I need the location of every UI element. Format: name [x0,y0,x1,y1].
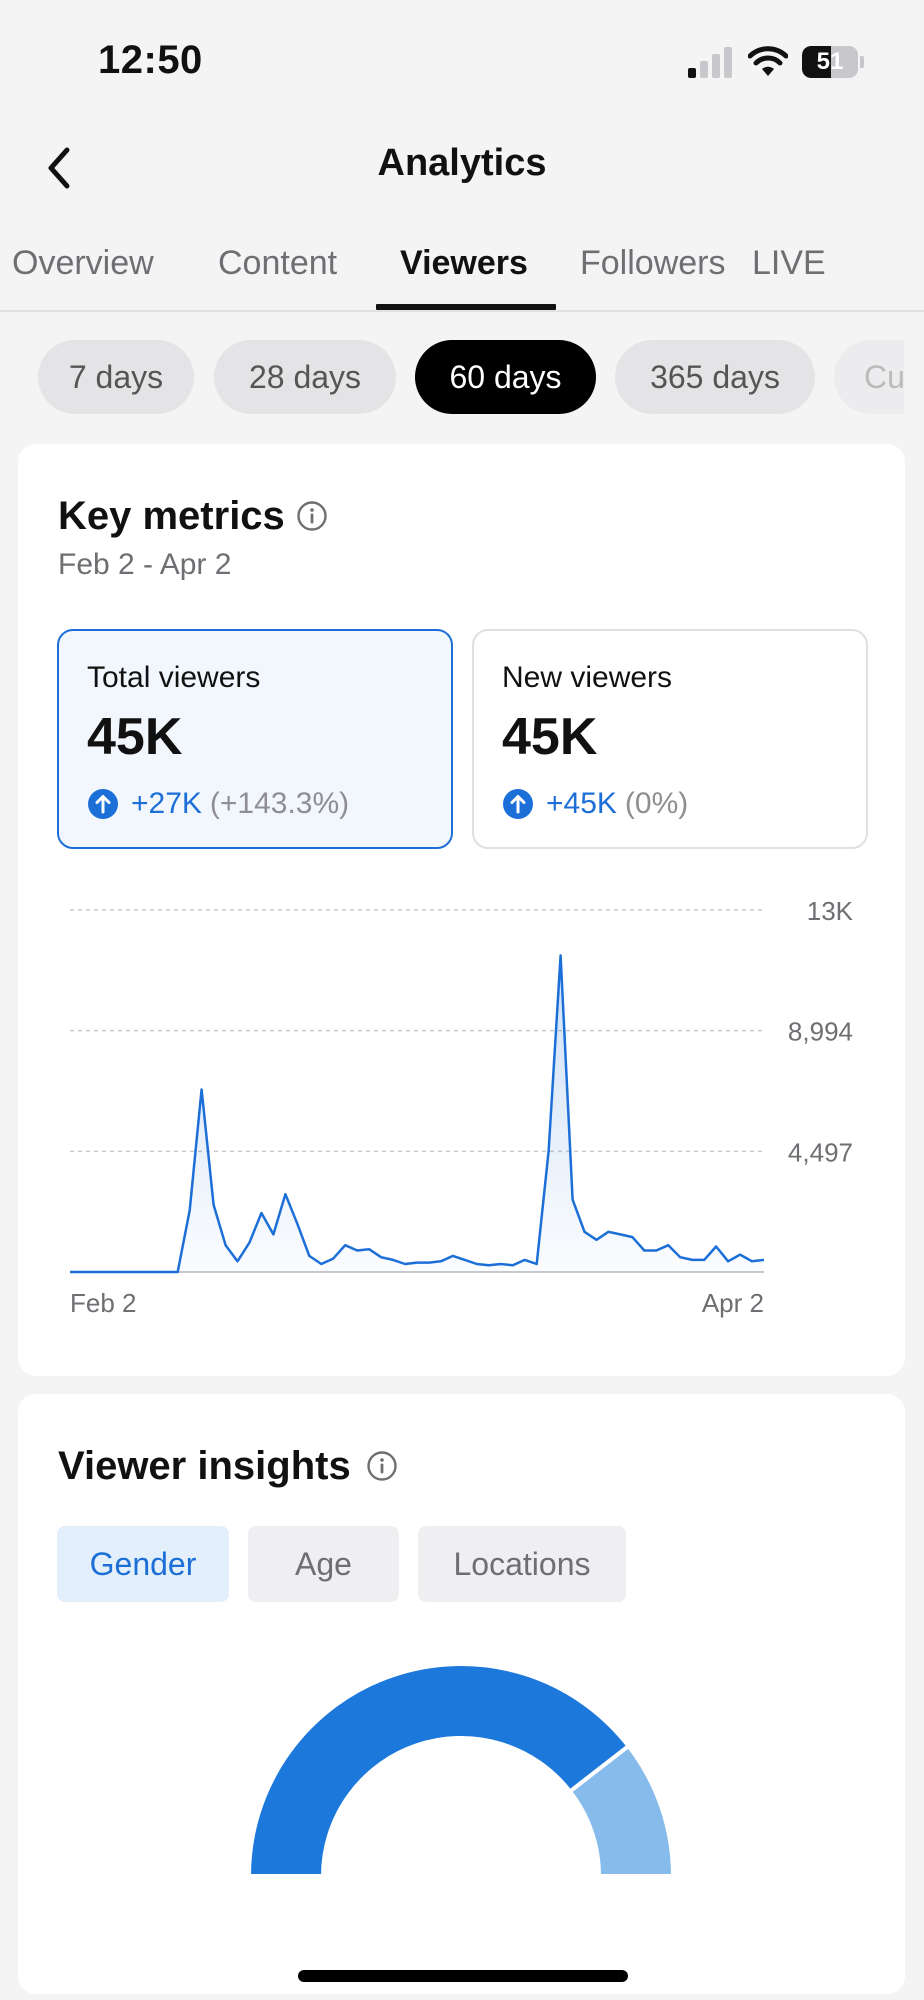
period-60-days[interactable]: 60 days [415,340,596,414]
total-viewers-change-value: +27K [131,787,202,820]
tab-viewers[interactable]: Viewers [400,244,528,282]
x-end-label: Apr 2 [702,1288,764,1318]
tab-content[interactable]: Content [218,244,338,282]
info-icon[interactable] [366,1450,398,1482]
new-viewers-change: +45K (0%) [502,787,688,821]
y-tick-label: 4,497 [788,1137,853,1167]
series-area [70,955,764,1272]
x-start-label: Feb 2 [70,1288,137,1318]
home-indicator [298,1970,628,1982]
period-selector: 7 days 28 days 60 days 365 days Cu [0,338,924,418]
period-365-days[interactable]: 365 days [615,340,815,414]
tab-live[interactable]: LIVE [752,244,826,282]
header: Analytics [0,120,924,210]
total-viewers-value: 45K [87,708,183,766]
page-title: Analytics [377,142,547,184]
date-range: Feb 2 - Apr 2 [58,548,232,581]
back-button[interactable] [30,138,90,198]
key-metrics-card: Key metrics Feb 2 - Apr 2 Total viewers … [18,444,905,1376]
status-bar: 12:50 51 [0,0,924,120]
tab-overview[interactable]: Overview [12,244,154,282]
tab-bar: Overview Content Viewers Followers LIVE [0,232,924,312]
info-icon[interactable] [296,500,328,532]
chip-locations[interactable]: Locations [418,1526,626,1602]
arrow-up-circle-icon [503,789,533,819]
viewer-insights-title: Viewer insights [58,1444,351,1488]
chip-gender[interactable]: Gender [57,1526,229,1602]
wifi-icon [748,46,788,76]
cellular-signal-icon [688,46,734,78]
new-viewers-value: 45K [502,708,598,766]
gender-segment-0[interactable] [246,1662,632,1878]
y-tick-label: 8,994 [788,1017,853,1047]
status-time: 12:50 [98,38,203,82]
status-icons: 51 [688,44,864,80]
new-viewers-card[interactable]: New viewers 45K +45K (0%) [472,629,868,849]
period-28-days[interactable]: 28 days [214,340,396,414]
new-viewers-change-pct: (0%) [624,787,689,820]
key-metrics-title: Key metrics [58,494,285,538]
viewers-line-chart[interactable]: 13K 8,994 4,497 Feb 2 Apr 2 [18,444,905,1376]
y-tick-label: 13K [807,896,854,926]
total-viewers-change: +27K (+143.3%) [87,787,349,821]
series-line [70,954,765,1274]
chevron-left-icon [48,147,70,189]
tab-followers[interactable]: Followers [580,244,726,282]
gender-segment-1[interactable] [567,1743,676,1878]
arrow-up-circle-icon [88,789,118,819]
gender-donut-chart[interactable] [18,1394,905,1994]
total-viewers-label: Total viewers [87,661,261,694]
total-viewers-card[interactable]: Total viewers 45K +27K (+143.3%) [57,629,453,849]
active-tab-indicator [376,304,556,310]
new-viewers-change-value: +45K [546,787,617,820]
viewer-insights-card: Viewer insights Gender Age Locations [18,1394,905,1994]
battery-icon: 51 [802,46,864,78]
total-viewers-change-pct: (+143.3%) [209,787,350,820]
chip-age[interactable]: Age [248,1526,399,1602]
new-viewers-label: New viewers [502,661,673,694]
battery-level: 51 [816,48,844,75]
period-7-days[interactable]: 7 days [38,340,194,414]
